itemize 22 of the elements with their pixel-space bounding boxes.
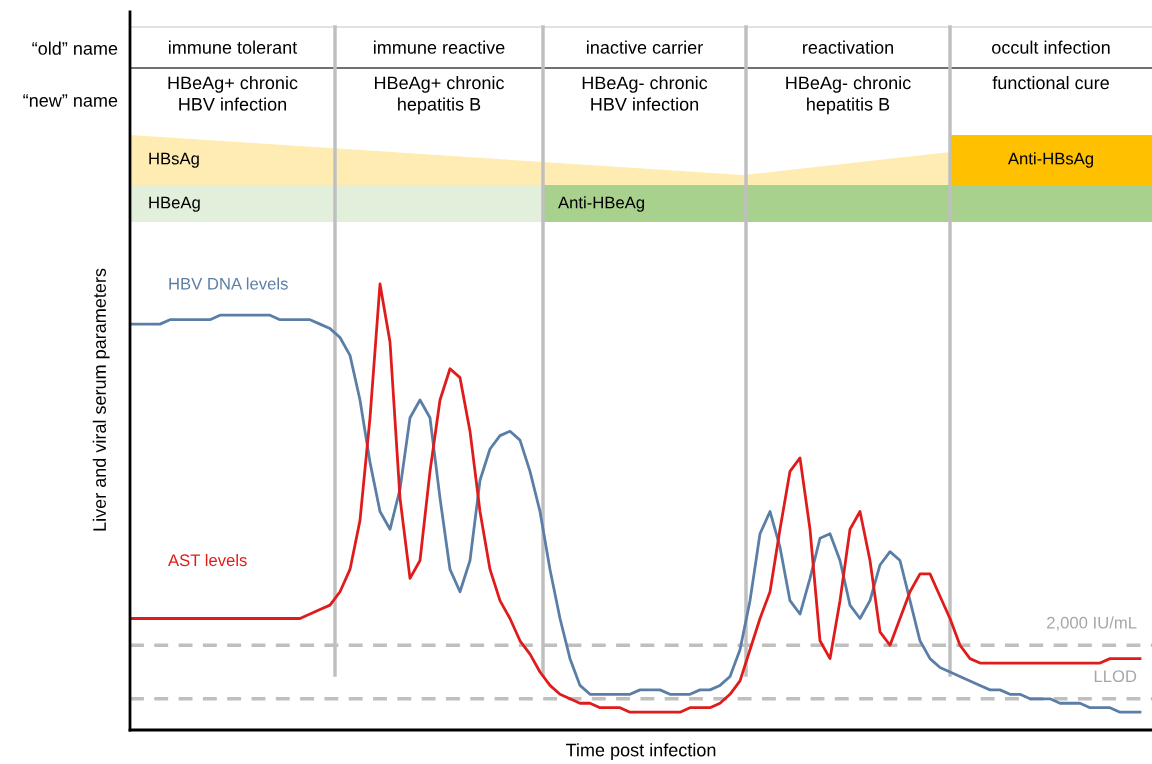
series-label: HBV DNA levels [169,277,288,290]
text: HBeAg [149,196,200,212]
text: “new” name [23,94,118,107]
text: HBeAg- chronic hepatitis B [786,76,911,115]
text: functional cure [992,76,1109,90]
text: Anti-HBsAg [1007,152,1093,168]
x-axis-title: Time post infection [565,743,716,761]
text: HBeAg+ chronic HBV infection [168,76,298,111]
text: HBeAg+ chronic hepatitis B [375,76,505,115]
ref-line-label: 2,000 IU/mL [1047,616,1137,631]
text: reactivation [803,40,893,54]
text: Anti-HBeAg [558,196,644,212]
ref-line-label: LLOD [1094,670,1137,683]
text: occult infection [992,40,1110,54]
text: AST levels [168,553,247,567]
text: inactive carrier [587,40,703,54]
text: “old” name [32,41,118,55]
text: HBeAg- chronic HBV infection [582,76,708,111]
text: immune tolerant [168,40,298,54]
text: immune reactive [373,40,505,54]
text: HBsAg [149,152,199,168]
y-axis-title: Liver and viral serum parameters [92,268,110,531]
